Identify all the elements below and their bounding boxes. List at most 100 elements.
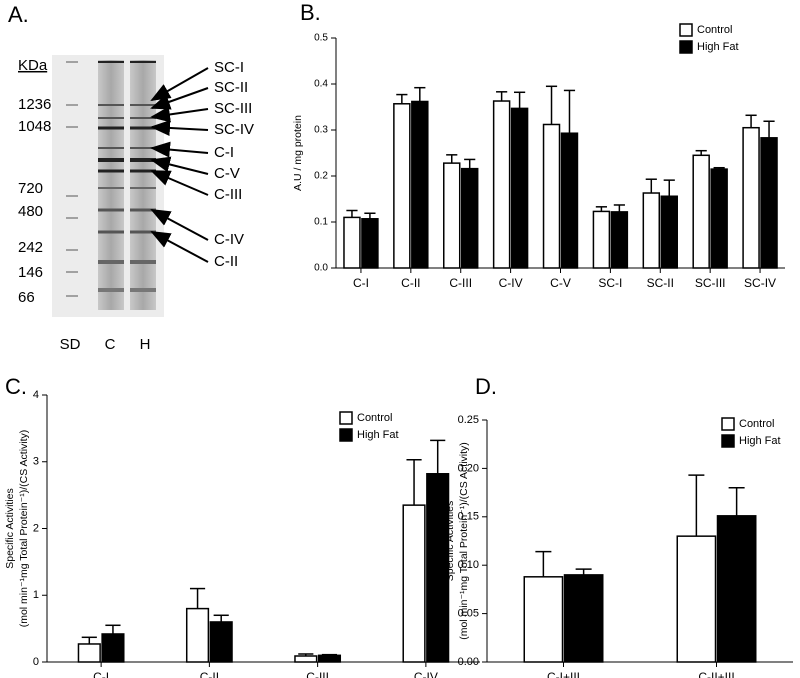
panel-label: B. [300,0,321,25]
panel-label: A. [8,2,29,27]
bar [101,633,125,663]
y-axis-label: Specific Activities [4,488,16,569]
bar [185,607,210,663]
legend-swatch [339,428,353,442]
y-tick-label: 0.25 [458,414,479,426]
bar [492,100,511,269]
y-axis-label: A.U / mg protein [292,115,304,191]
y-axis-label: (mol min⁻¹mg Total Protein⁻¹)/(CS Activi… [18,430,30,628]
x-tick-label: C-IV [499,276,523,290]
band-arrow [150,170,209,196]
marker-label: 1048 [18,118,51,135]
y-tick-label: 2 [33,522,39,534]
x-tick-label: SC-II [647,276,674,290]
bar [742,126,760,269]
y-tick-label: 0.10 [458,559,479,571]
x-tick-label: C-V [550,276,571,290]
bar [361,218,379,269]
band-arrow [150,141,209,158]
legend-label: High Fat [357,429,399,441]
bar [402,504,426,663]
band-arrow [150,209,209,241]
x-tick-label: SC-IV [744,276,776,290]
marker-label: 66 [18,289,35,306]
panel-label: D. [475,374,497,399]
bar [710,168,728,269]
y-axis-label: (mol min⁻¹mg Total Protein⁻¹)/(CS Activi… [458,442,470,640]
x-tick-label: C-I [93,670,109,678]
x-tick-label: C-II [200,670,219,678]
legend-label: Control [357,412,392,424]
panel-label: C. [5,374,27,399]
bar [411,100,429,269]
y-tick-label: 0.1 [314,217,328,228]
y-axis-label: Specific Activities [444,501,456,582]
x-tick-label: C-I [353,276,369,290]
band-label: SC-II [214,79,248,96]
band-label: C-V [214,165,240,182]
y-tick-label: 3 [33,456,39,468]
y-tick-label: 0.3 [314,125,328,136]
bar [716,515,757,663]
bar [523,576,564,663]
bar [542,123,561,269]
legend-swatch [721,434,735,448]
y-tick-label: 0.20 [458,462,479,474]
band-label: C-II [214,253,238,270]
band-arrow [150,87,209,110]
y-tick-label: 1 [33,589,39,601]
bar [642,192,661,269]
gel-image [52,55,164,317]
bar [343,216,361,269]
y-tick-label: 0 [33,656,39,668]
marker-label: 720 [18,180,43,197]
y-tick-label: 0.0 [314,263,328,274]
legend-swatch [339,411,353,425]
lane-label: C [105,336,116,353]
lane-label: H [140,336,151,353]
legend-label: Control [697,24,732,36]
bar [317,654,342,663]
band-arrow [150,119,209,136]
x-tick-label: C-IV [414,670,438,678]
x-tick-label: C-II+III [698,670,734,678]
legend-swatch [679,23,693,37]
bar [692,154,710,269]
band-arrow [150,231,209,263]
x-tick-label: C-II [401,276,420,290]
marker-label: 480 [18,203,43,220]
y-tick-label: 0.15 [458,511,479,523]
bar [510,107,529,269]
band-label: C-I [214,144,234,161]
marker-label: 1236 [18,96,51,113]
y-tick-label: 4 [33,389,39,401]
bar [209,621,233,663]
bar [426,473,450,663]
bar [676,535,717,663]
bar [563,574,604,663]
bar [443,162,461,269]
bar [460,167,479,269]
bar [294,655,318,663]
band-label: SC-III [214,100,252,117]
x-tick-label: SC-I [598,276,622,290]
unit-label: KDa [18,57,48,74]
bar [77,643,101,663]
x-tick-label: C-III [306,670,329,678]
y-tick-label: 0.2 [314,171,328,182]
lane-label: SD [60,336,81,353]
x-tick-label: SC-III [695,276,726,290]
legend-label: High Fat [739,435,781,447]
bar [393,103,411,269]
bar [592,210,611,269]
bar [610,211,629,269]
band-arrow [150,156,209,175]
bar [660,195,678,269]
band-label: C-IV [214,231,244,248]
band-label: SC-IV [214,121,254,138]
band-label: C-III [214,186,242,203]
y-tick-label: 0.05 [458,608,479,620]
band-arrow [150,106,209,123]
